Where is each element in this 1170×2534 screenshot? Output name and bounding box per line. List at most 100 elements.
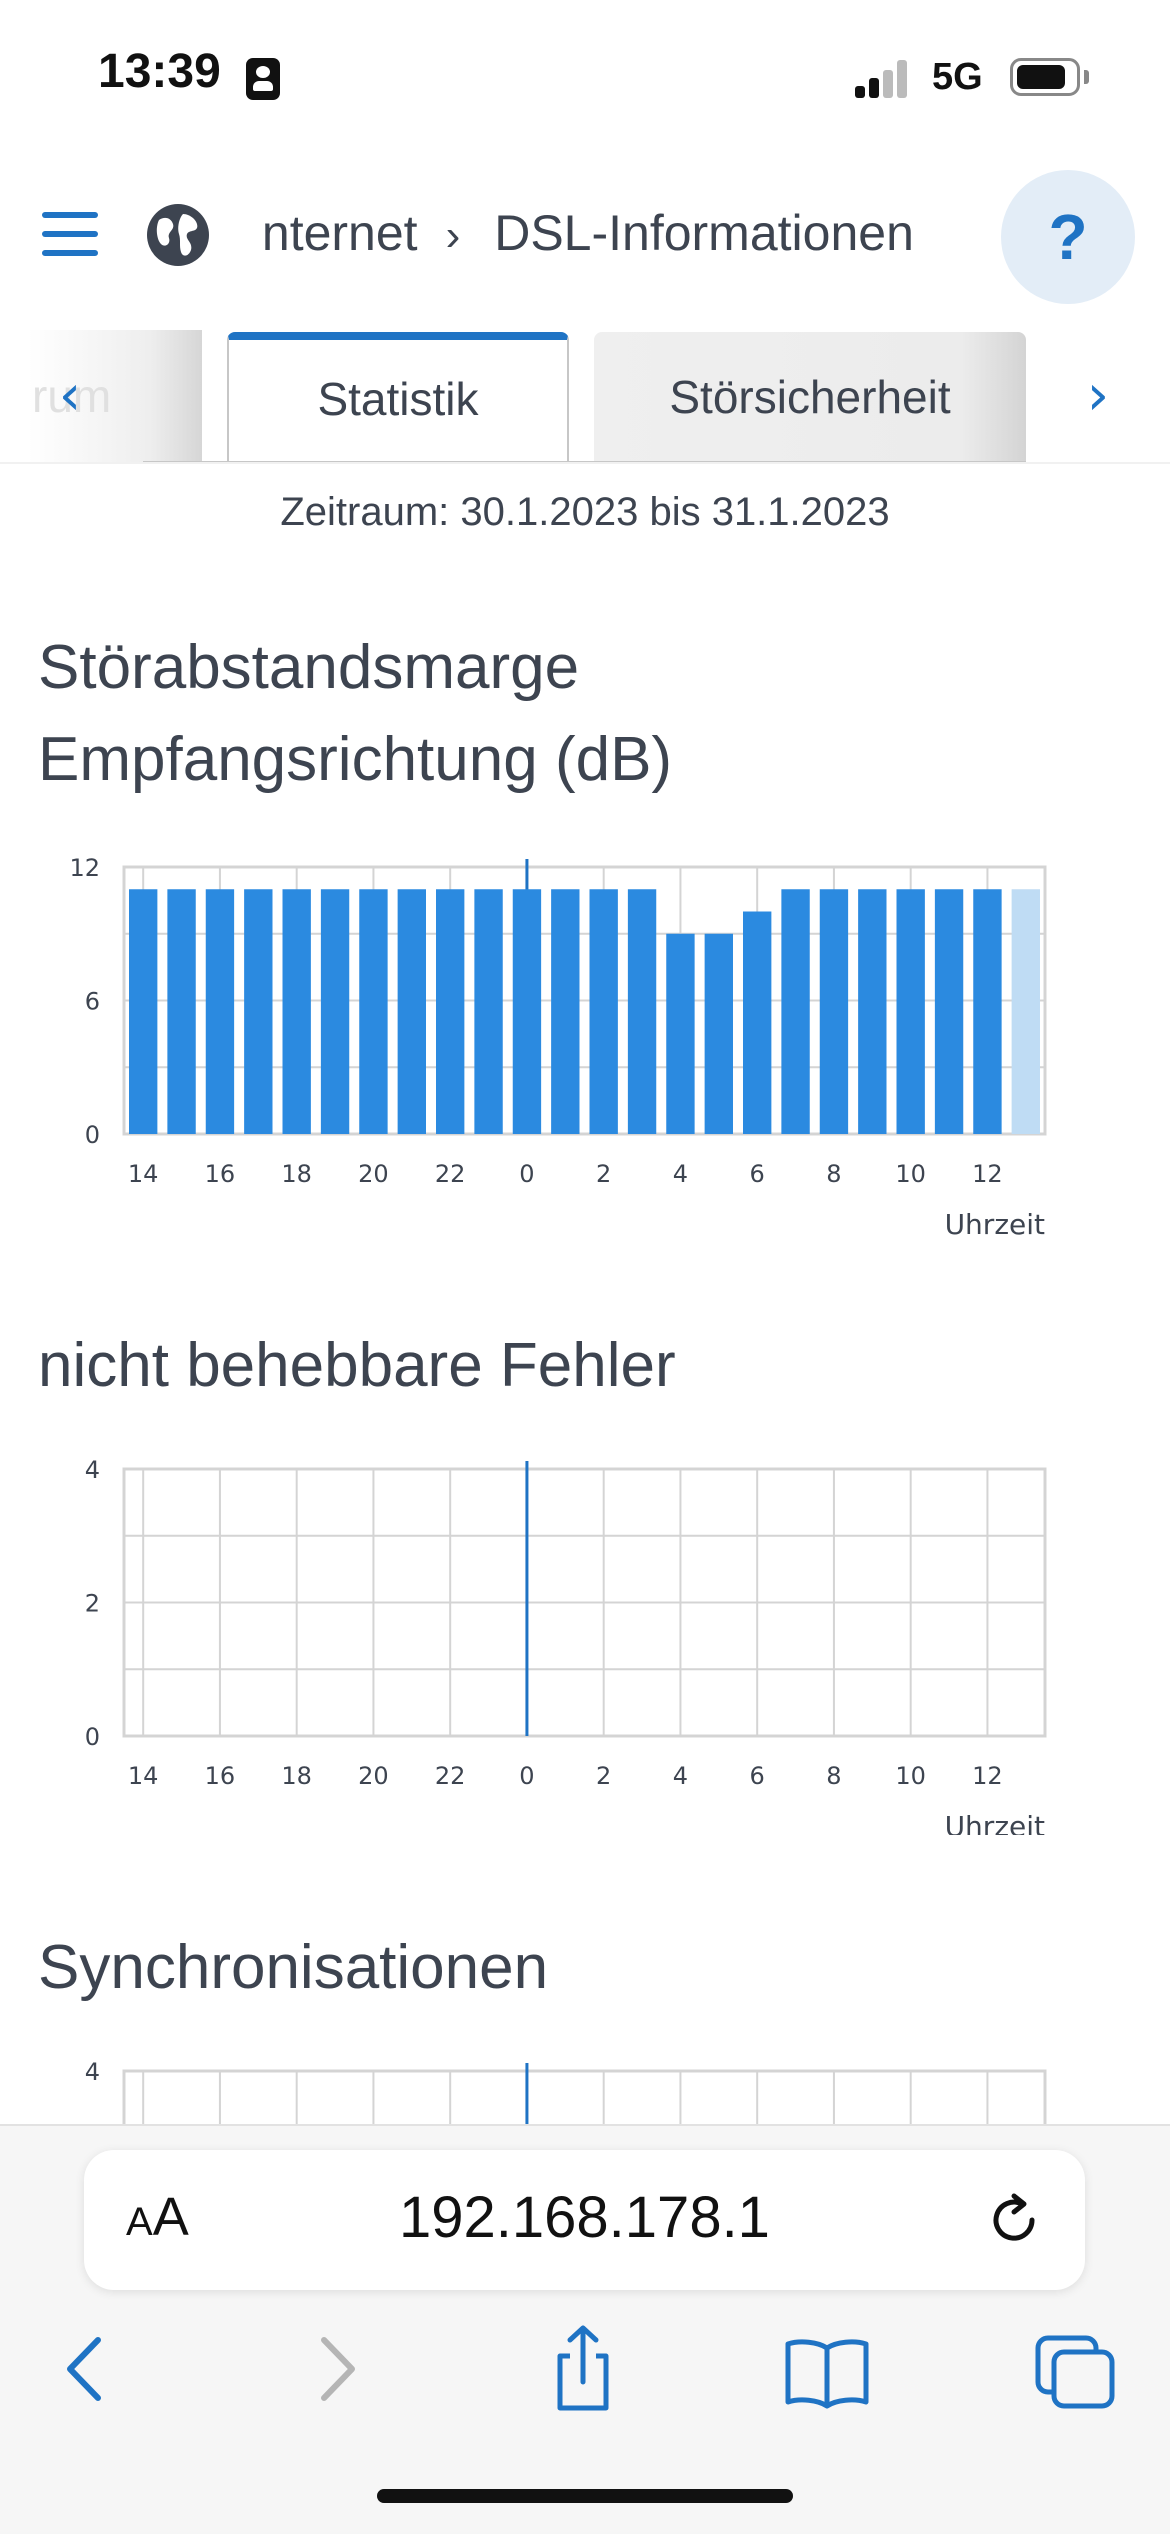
- bar: [320, 889, 350, 1134]
- bar: [896, 889, 925, 1134]
- x-tick-label: 18: [281, 1160, 312, 1188]
- x-tick-label: 10: [895, 1160, 926, 1188]
- status-bar: 13:39 5G: [0, 0, 1170, 150]
- breadcrumb-item-dsl-informationen[interactable]: DSL-Informationen: [494, 205, 914, 261]
- x-tick-label: 14: [128, 1160, 159, 1188]
- chart-title-snr: Störabstandsmarge Empfangsrichtung (dB): [38, 633, 673, 794]
- x-tick-label: 18: [281, 1762, 312, 1790]
- bar: [589, 889, 618, 1134]
- tab-scroll-right-icon[interactable]: ›: [1086, 363, 1110, 428]
- menu-icon[interactable]: [42, 212, 98, 256]
- bar: [512, 889, 542, 1134]
- x-tick-label: 12: [972, 1160, 1003, 1188]
- text-size-large-label: A: [152, 2187, 189, 2247]
- bar: [551, 889, 580, 1134]
- bar: [359, 889, 388, 1134]
- y-tick-label: 12: [69, 855, 100, 882]
- x-tick-label: 20: [358, 1160, 389, 1188]
- tab-scroll-left-icon[interactable]: ‹: [58, 363, 82, 428]
- bar: [934, 889, 964, 1134]
- tab-partial-label: rum: [32, 370, 112, 422]
- share-icon[interactable]: [538, 2324, 628, 2414]
- address-bar[interactable]: AA 192.168.178.1: [84, 2150, 1085, 2290]
- battery-icon: [1010, 58, 1080, 96]
- bar: [436, 889, 465, 1134]
- forward-icon[interactable]: [292, 2324, 382, 2414]
- chart-sync: 4: [0, 2055, 1170, 2130]
- x-tick-label: 0: [519, 1762, 534, 1790]
- battery-cap: [1084, 70, 1089, 84]
- bar: [282, 889, 311, 1134]
- x-tick-label: 0: [519, 1160, 534, 1188]
- x-tick-label: 16: [205, 1762, 236, 1790]
- globe-icon: [147, 204, 209, 266]
- y-tick-label: 6: [85, 988, 100, 1016]
- x-axis-label: Uhrzeit: [945, 1208, 1045, 1235]
- bar: [743, 911, 772, 1134]
- text-size-small-label: A: [126, 2200, 153, 2244]
- back-icon[interactable]: [40, 2324, 130, 2414]
- bookmarks-icon[interactable]: [782, 2324, 872, 2414]
- tab-partial[interactable]: rum: [28, 330, 202, 462]
- x-tick-label: 2: [596, 1762, 611, 1790]
- chart-sync-svg: 4: [85, 2058, 1047, 2130]
- contact-card-icon: [246, 58, 280, 100]
- y-tick-label: 2: [85, 1590, 100, 1618]
- y-tick-label: 0: [85, 1723, 100, 1751]
- x-tick-label: 8: [826, 1762, 841, 1790]
- bar: [819, 889, 849, 1134]
- x-tick-label: 6: [750, 1160, 765, 1188]
- status-time: 13:39: [98, 45, 221, 98]
- bar: [244, 889, 273, 1134]
- x-tick-label: 6: [750, 1762, 765, 1790]
- bar: [666, 933, 695, 1134]
- chart-errors-svg: 0 2 4 14 16 18 20 22 0 2 4 6 8 10 12 Uhrzeit: [85, 1456, 1047, 1835]
- cellular-signal-icon: [855, 58, 915, 98]
- help-button[interactable]: ?: [1001, 170, 1135, 304]
- chart-snr: 0 6 12 14 16 18 20 22 0 2 4 6 8 10 12 Uhrzeit: [0, 855, 1170, 1235]
- y-tick-label: 0: [85, 1121, 100, 1149]
- app-header: Internet › DSL-Informationen ?: [0, 160, 1170, 310]
- x-tick-label: 14: [128, 1762, 159, 1790]
- tab-stoersicherheit[interactable]: Störsicherheit: [594, 332, 1026, 462]
- y-tick-label: 4: [85, 1456, 100, 1484]
- bar: [397, 889, 426, 1134]
- reload-icon[interactable]: [984, 2190, 1044, 2250]
- bar: [627, 889, 657, 1134]
- x-tick-label: 4: [673, 1762, 688, 1790]
- x-tick-label: 22: [435, 1160, 466, 1188]
- chart-errors: 0 2 4 14 16 18 20 22 0 2 4 6 8 10 12 Uhrzeit: [0, 1455, 1170, 1835]
- x-tick-label: 16: [205, 1160, 236, 1188]
- browser-toolbar: AA 192.168.178.1: [0, 2124, 1170, 2534]
- breadcrumb-item-internet[interactable]: Internet: [258, 205, 418, 261]
- bar: [167, 889, 196, 1134]
- x-tick-label: 20: [358, 1762, 389, 1790]
- bar: [704, 933, 733, 1134]
- url-text: 192.168.178.1: [399, 2185, 770, 2250]
- x-axis-label: Uhrzeit: [945, 1810, 1045, 1835]
- x-tick-label: 12: [972, 1762, 1003, 1790]
- chart-title-errors: nicht behebbare Fehler: [38, 1331, 676, 1400]
- bar: [474, 889, 503, 1134]
- bar: [129, 889, 158, 1134]
- bar: [858, 889, 887, 1134]
- y-tick-label: 4: [85, 2058, 100, 2086]
- home-indicator: [377, 2489, 793, 2503]
- text-size-button[interactable]: AA: [126, 2186, 189, 2248]
- tabs-icon[interactable]: [1030, 2324, 1120, 2414]
- bar: [205, 889, 235, 1134]
- chart-snr-svg: 0 6 12 14 16 18 20 22 0 2 4 6 8 10 12 Uhrzeit: [69, 855, 1047, 1235]
- bar: [973, 889, 1002, 1134]
- bar: [781, 889, 810, 1134]
- chevron-right-icon: ›: [445, 211, 461, 260]
- bar: [1011, 889, 1040, 1134]
- tab-statistik[interactable]: Statistik: [227, 332, 569, 462]
- tab-bar: rum ‹ Statistik Störsicherheit ›: [0, 330, 1170, 465]
- x-tick-label: 22: [435, 1762, 466, 1790]
- plot-area: [122, 2069, 1047, 2130]
- x-tick-label: 4: [673, 1160, 688, 1188]
- x-tick-label: 8: [826, 1160, 841, 1188]
- x-tick-label: 10: [895, 1762, 926, 1790]
- period-text: Zeitraum: 30.1.2023 bis 31.1.2023: [280, 490, 890, 534]
- x-tick-label: 2: [596, 1160, 611, 1188]
